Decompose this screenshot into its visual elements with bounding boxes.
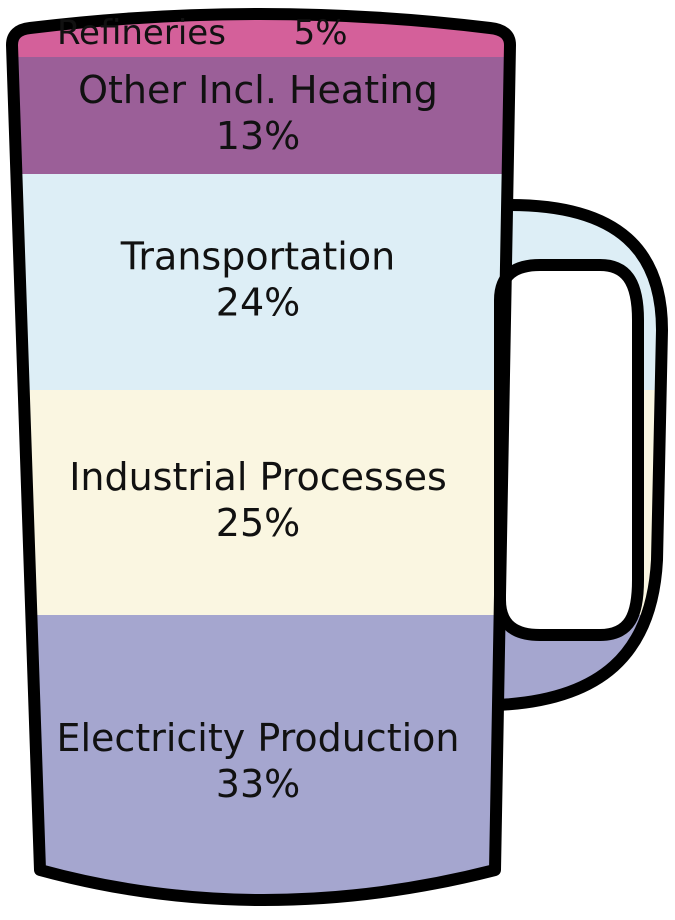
segment-label: Industrial Processes [69,455,447,499]
value-label: 24% [216,280,300,324]
segment-label: Transportation [120,235,395,279]
segment-label: Other Incl. Heating [78,68,438,112]
segment-label: Electricity Production [56,716,459,760]
value-label: 33% [216,762,300,806]
mug-handle-hole [500,265,638,635]
value-label: 13% [216,114,300,158]
chart: Refineries 5% Other Incl. Heating13% Transp… [0,0,675,920]
page: {"chart_data": {"type": "mug", "categori… [0,0,675,920]
segment [0,615,675,912]
value-label: 5% [294,13,348,53]
segment [0,390,675,615]
segment-label: Refineries [57,13,226,53]
value-label: 25% [216,501,300,545]
